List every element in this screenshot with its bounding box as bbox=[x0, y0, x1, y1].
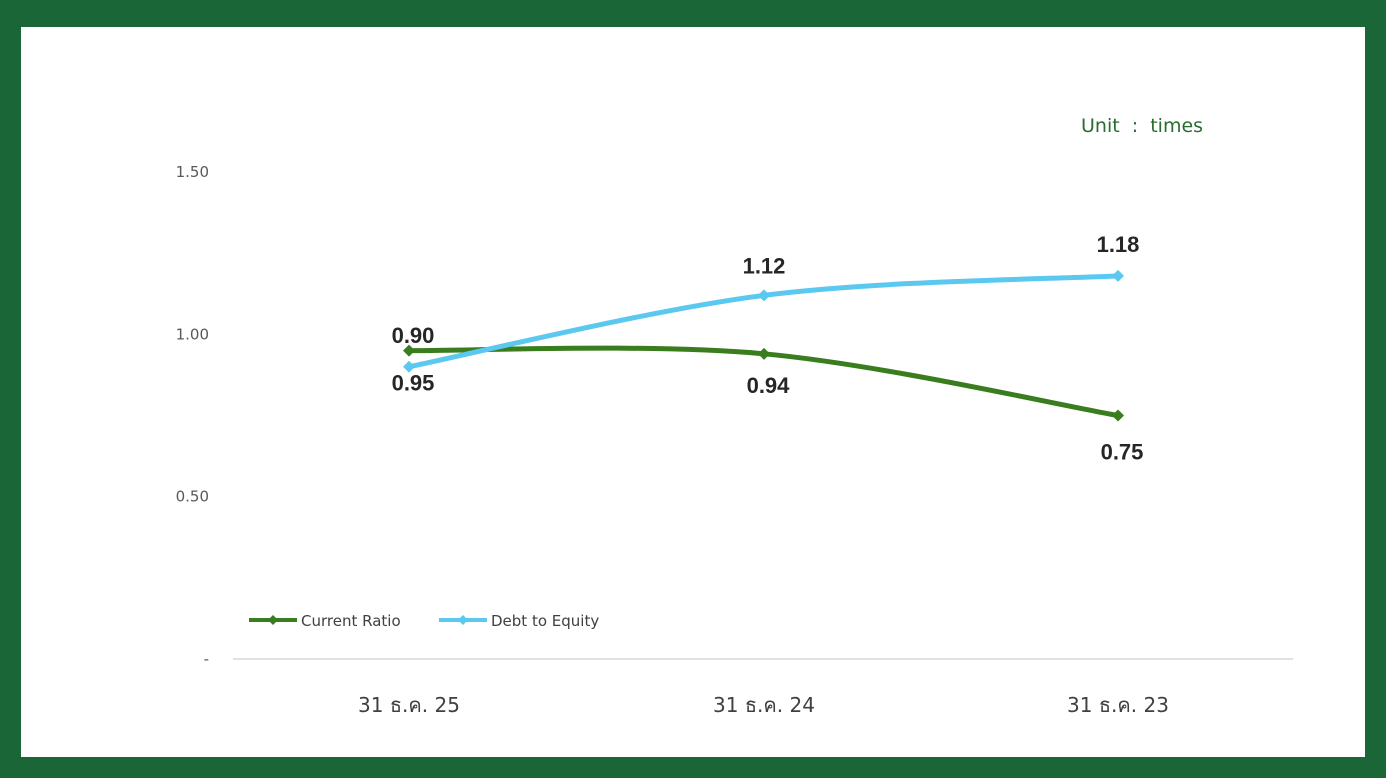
y-tick-label: - bbox=[204, 650, 209, 668]
x-tick-label: 31 ธ.ค. 25 bbox=[358, 693, 460, 717]
data-point-marker bbox=[1112, 409, 1124, 422]
data-point-marker bbox=[403, 344, 415, 357]
x-tick-label: 31 ธ.ค. 24 bbox=[713, 693, 815, 717]
line-chart: - 0.50 1.00 1.50 31 ธ.ค. 25 31 ธ.ค. 24 31 ธ.ค.… bbox=[176, 163, 1293, 717]
data-point-marker bbox=[403, 360, 415, 373]
data-label: 0.90 bbox=[392, 323, 435, 348]
unit-note: Unit : times bbox=[1081, 115, 1204, 137]
data-label: 0.75 bbox=[1101, 440, 1144, 465]
legend-label: Debt to Equity bbox=[491, 612, 599, 630]
legend-label: Current Ratio bbox=[301, 612, 401, 630]
legend-marker bbox=[458, 615, 468, 625]
y-tick-label: 1.50 bbox=[176, 163, 209, 181]
x-tick-label: 31 ธ.ค. 23 bbox=[1067, 693, 1169, 717]
legend-marker bbox=[268, 615, 278, 625]
data-label: 0.94 bbox=[747, 373, 791, 398]
data-label: 0.95 bbox=[392, 371, 435, 396]
data-label: 1.18 bbox=[1097, 232, 1140, 257]
y-tick-label: 0.50 bbox=[176, 488, 209, 506]
data-point-marker bbox=[1112, 269, 1124, 282]
chart-panel: Unit : times - 0.50 1.00 1.50 31 ธ.ค. 25 31 ธ… bbox=[21, 27, 1365, 757]
data-label: 1.12 bbox=[743, 253, 786, 278]
y-tick-label: 1.00 bbox=[176, 325, 209, 343]
data-point-marker bbox=[758, 347, 770, 360]
data-point-marker bbox=[758, 289, 770, 302]
